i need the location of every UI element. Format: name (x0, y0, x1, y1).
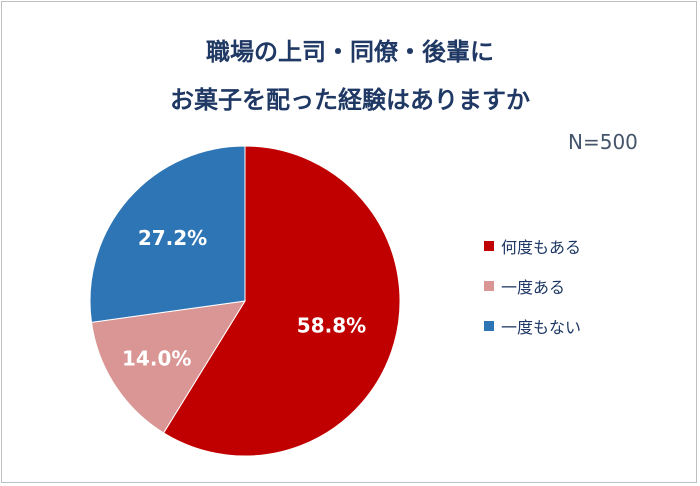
legend-label: 一度もない (501, 318, 582, 337)
legend-swatch (484, 281, 494, 291)
pie-slice-3 (89, 145, 246, 323)
legend-item: 一度ある (484, 266, 581, 306)
legend-swatch (484, 241, 494, 251)
chart-title-line-2: お菓子を配った経験はありますか (170, 86, 530, 114)
legend-item: 何度もある (484, 226, 581, 266)
legend-swatch (484, 321, 494, 331)
sample-size: N=500 (568, 130, 638, 154)
pie-slice-1 (162, 145, 401, 457)
legend-label: 何度もある (501, 238, 582, 257)
pie-slice-2 (90, 300, 246, 434)
data-label: 14.0% (122, 347, 191, 371)
legend-label: 一度ある (501, 278, 566, 297)
data-label: 27.2% (138, 226, 207, 250)
legend-item: 一度もない (484, 306, 581, 346)
data-label: 58.8% (297, 314, 366, 338)
legend: 何度もある 一度ある 一度もない (484, 226, 581, 346)
chart-title-line-1: 職場の上司・同僚・後輩に (206, 38, 494, 66)
